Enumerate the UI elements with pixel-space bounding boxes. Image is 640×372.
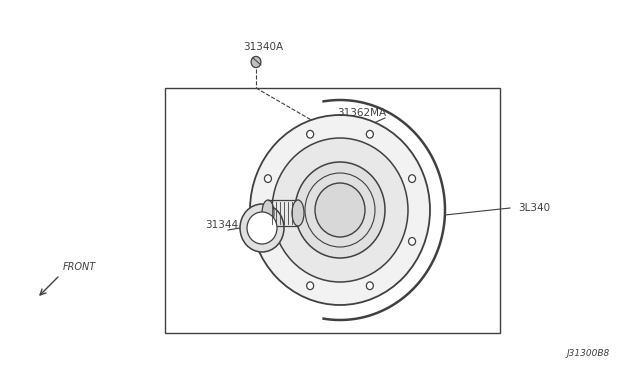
Ellipse shape — [250, 115, 430, 305]
Text: 31362MA: 31362MA — [337, 108, 386, 118]
Ellipse shape — [295, 162, 385, 258]
Ellipse shape — [408, 238, 415, 245]
Text: 3L340: 3L340 — [518, 203, 550, 213]
Ellipse shape — [315, 183, 365, 237]
Ellipse shape — [408, 175, 415, 183]
Ellipse shape — [247, 212, 277, 244]
Text: 31344: 31344 — [205, 220, 238, 230]
Ellipse shape — [264, 175, 271, 183]
Text: 31340A: 31340A — [243, 42, 283, 52]
Ellipse shape — [307, 131, 314, 138]
Ellipse shape — [262, 200, 274, 226]
Ellipse shape — [366, 131, 373, 138]
Text: J31300B8: J31300B8 — [567, 349, 610, 358]
Ellipse shape — [251, 57, 261, 68]
Ellipse shape — [292, 200, 304, 226]
Bar — [165, 88, 500, 333]
Ellipse shape — [272, 138, 408, 282]
Ellipse shape — [307, 282, 314, 290]
Ellipse shape — [366, 282, 373, 290]
Text: FRONT: FRONT — [63, 262, 96, 272]
Ellipse shape — [264, 238, 271, 245]
Ellipse shape — [240, 204, 284, 252]
